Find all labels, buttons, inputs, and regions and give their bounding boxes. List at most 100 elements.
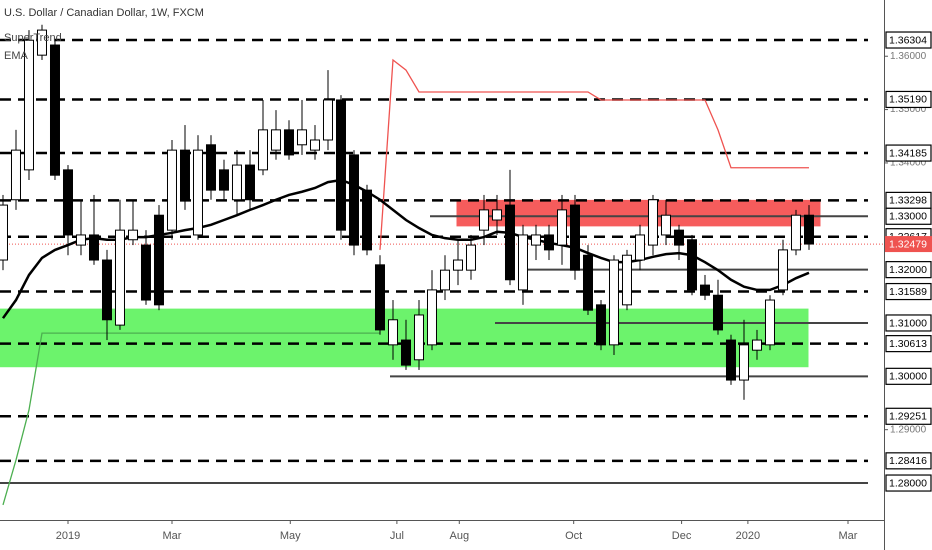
level-label: 1.30613 (889, 338, 927, 350)
level-label: 1.34185 (889, 147, 927, 159)
candle-body (738, 344, 749, 381)
level-label: 1.29251 (889, 411, 927, 423)
candle-body (621, 254, 632, 306)
y-tick-label: 1.34000 (890, 158, 927, 169)
y-tick-label: 1.35000 (890, 104, 927, 115)
x-tick-label: Jul (390, 530, 404, 542)
candle-body (283, 129, 294, 156)
legend-ema: EMA (4, 50, 29, 62)
candle-body (166, 149, 177, 231)
candle-body (764, 299, 775, 346)
level-label-box (885, 144, 932, 162)
level-label-box (885, 474, 932, 492)
candle-body (36, 29, 47, 56)
candle-body (192, 149, 203, 236)
candle-body (374, 264, 385, 331)
candle-body (439, 269, 450, 291)
candle-body (790, 214, 801, 251)
level-label-box (885, 407, 932, 425)
x-tick-label: Mar (163, 530, 182, 542)
candle-body (491, 209, 502, 221)
level-label-box (885, 367, 932, 385)
candle-body (127, 229, 138, 241)
candle-body (465, 244, 476, 271)
level-label: 1.31589 (889, 286, 927, 298)
candle-body (452, 259, 463, 271)
candle-body (231, 164, 242, 201)
last-price-box (885, 236, 932, 253)
candle-body (348, 154, 359, 246)
candle-body (88, 234, 99, 261)
x-tick-label: Mar (839, 530, 858, 542)
candle-body (530, 234, 541, 246)
candle-body (296, 129, 307, 146)
zone (456, 199, 821, 227)
candle-body (647, 199, 658, 246)
x-tick-label: Aug (450, 530, 470, 542)
candle-body (10, 149, 21, 201)
candle-body (543, 234, 554, 251)
supertrend-down (379, 58, 809, 250)
candle-body (608, 259, 619, 346)
supertrend-up (2, 332, 380, 506)
level-label-box (885, 452, 932, 470)
candle-body (595, 304, 606, 346)
candle-body (582, 254, 593, 311)
candle-body (504, 204, 515, 281)
level-label: 1.28416 (889, 455, 927, 467)
candle-body (205, 144, 216, 191)
level-label-box (885, 31, 932, 49)
level-label-box (885, 282, 932, 301)
level-label: 1.33000 (889, 211, 927, 223)
level-label-box (885, 90, 932, 109)
candle-body (23, 39, 34, 171)
candle-body (634, 234, 645, 261)
candle-body (335, 99, 346, 231)
level-label: 1.33298 (889, 195, 927, 207)
candle-body (0, 204, 8, 261)
candle-body (62, 169, 73, 236)
candle-body (660, 214, 671, 236)
level-label: 1.36304 (889, 34, 927, 46)
candle-body (49, 44, 60, 176)
candle-body (101, 259, 112, 321)
candle-body (777, 249, 788, 291)
candle-body (712, 294, 723, 331)
candle-body (686, 239, 697, 291)
x-tick-label: Oct (565, 530, 582, 542)
candle-body (426, 289, 437, 346)
candle-body (517, 234, 528, 291)
candle-body (361, 189, 372, 251)
candle-body (400, 339, 411, 366)
candle-body (556, 209, 567, 246)
legend-supertrend: SuperTrend (4, 32, 62, 44)
candle-body (257, 129, 268, 171)
candle-body (322, 99, 333, 141)
candle-body (673, 229, 684, 246)
x-tick-label: 2020 (736, 530, 760, 542)
level-label: 1.28000 (889, 477, 927, 489)
level-label-box (885, 314, 932, 332)
level-label-box (885, 261, 932, 279)
chart-title: U.S. Dollar / Canadian Dollar, 1W, FXCM (4, 7, 204, 19)
level-label: 1.31000 (889, 317, 927, 329)
candle-body (140, 244, 151, 301)
x-tick-label: Dec (672, 530, 692, 542)
candle-body (153, 214, 164, 306)
candle-body (114, 229, 125, 326)
x-tick-label: May (280, 530, 301, 542)
y-tick-label: 1.29000 (890, 424, 927, 435)
level-label: 1.35190 (889, 94, 927, 106)
candle-body (413, 314, 424, 361)
level-label: 1.30000 (889, 371, 927, 383)
level-label: 1.32000 (889, 264, 927, 276)
candle-body (387, 319, 398, 346)
candle-body (244, 164, 255, 201)
candle-body (569, 204, 580, 271)
level-label-box (885, 207, 932, 225)
candle-body (725, 339, 736, 381)
candle-body (218, 169, 229, 191)
candle-body (270, 129, 281, 151)
